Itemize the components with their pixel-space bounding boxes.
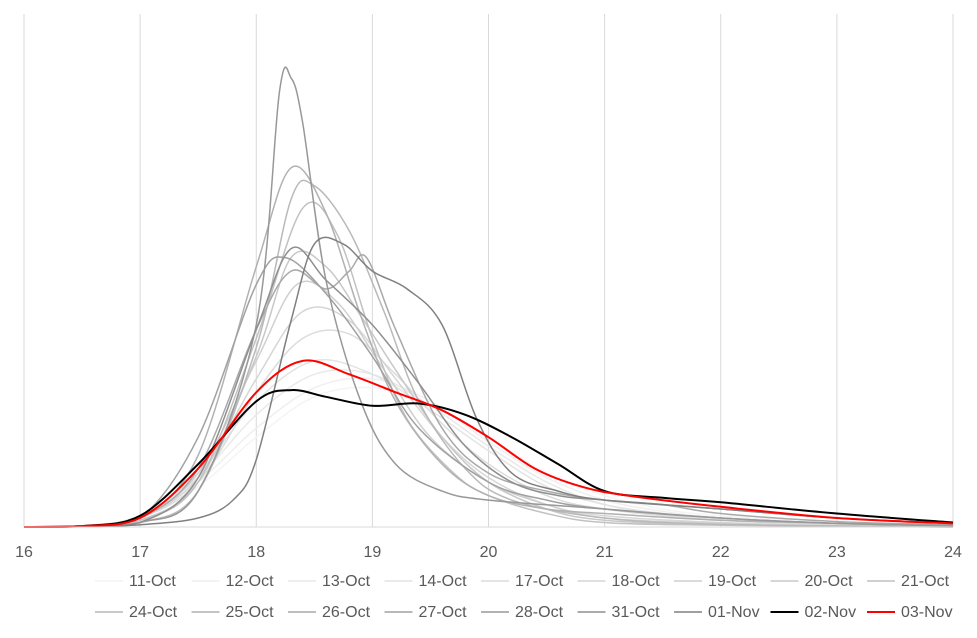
x-tick-labels: 16 17 18 19 20 21 22 23 24	[15, 544, 962, 561]
legend-label: 02-Nov	[805, 604, 857, 621]
x-tick-label: 19	[363, 544, 381, 561]
x-tick-label: 24	[944, 544, 962, 561]
series-line-25-Oct	[23, 165, 954, 528]
series-line-01-Nov	[23, 236, 954, 528]
legend-label: 12-Oct	[226, 573, 275, 590]
series-line-18-Oct	[23, 306, 954, 528]
series-line-02-Nov	[23, 389, 954, 528]
x-tick-label: 18	[247, 544, 265, 561]
legend-label: 28-Oct	[515, 604, 564, 621]
legend-label: 18-Oct	[612, 573, 661, 590]
legend-label: 01-Nov	[708, 604, 760, 621]
grid	[23, 14, 954, 527]
legend-label: 11-Oct	[129, 573, 176, 590]
legend: 11-Oct 12-Oct 13-Oct 14-Oct 17-Oct 18-Oct 19-O…	[95, 573, 953, 621]
x-tick-label: 21	[596, 544, 614, 561]
legend-label: 21-Oct	[901, 573, 950, 590]
legend-label: 25-Oct	[226, 604, 275, 621]
series-line-21-Oct	[23, 201, 954, 528]
legend-label: 13-Oct	[322, 573, 371, 590]
series-line-28-Oct	[23, 66, 954, 528]
legend-label: 31-Oct	[612, 604, 661, 621]
legend-label: 20-Oct	[805, 573, 854, 590]
legend-label: 17-Oct	[515, 573, 564, 590]
series-line-24-Oct	[23, 179, 954, 528]
legend-label: 03-Nov	[901, 604, 953, 621]
legend-label: 26-Oct	[322, 604, 371, 621]
x-tick-label: 20	[480, 544, 498, 561]
legend-label: 14-Oct	[419, 573, 468, 590]
legend-label: 27-Oct	[419, 604, 468, 621]
legend-label: 24-Oct	[129, 604, 178, 621]
x-tick-label: 23	[828, 544, 846, 561]
x-tick-label: 16	[15, 544, 33, 561]
x-tick-label: 17	[131, 544, 149, 561]
series-lines	[23, 66, 954, 528]
x-tick-label: 22	[712, 544, 730, 561]
series-line-03-Nov	[23, 359, 954, 528]
legend-label: 19-Oct	[708, 573, 757, 590]
series-line-13-Oct	[23, 369, 954, 528]
